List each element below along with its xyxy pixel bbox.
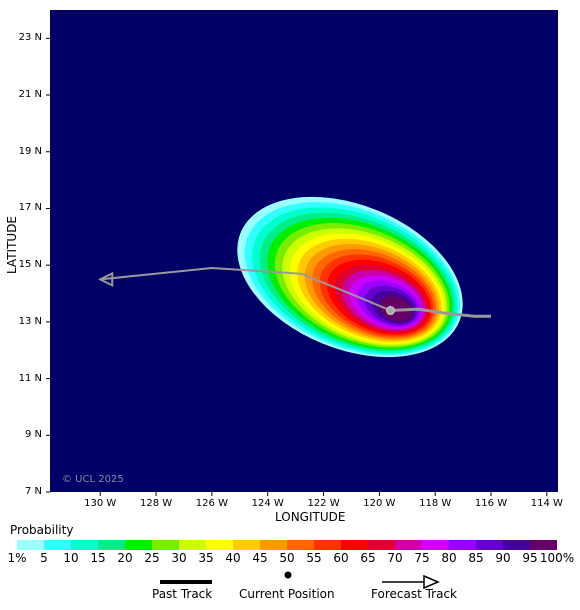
longitude-tick-label: 124 W xyxy=(251,498,284,509)
longitude-tick-label: 126 W xyxy=(195,498,228,509)
scale-label: 85 xyxy=(468,551,484,565)
longitude-tick-label: 118 W xyxy=(419,498,452,509)
color-scale-swatch xyxy=(260,540,287,550)
color-scale-swatch xyxy=(179,540,206,550)
color-scale-swatch xyxy=(152,540,179,550)
longitude-tick-label: 116 W xyxy=(474,498,508,509)
scale-label: 70 xyxy=(387,551,403,565)
longitude-tick-label: 128 W xyxy=(139,498,173,509)
scale-label: 80 xyxy=(441,551,457,565)
latitude-tick-label: 23 N xyxy=(18,32,42,44)
past-track-line xyxy=(390,307,491,318)
current-position-label: Current Position xyxy=(239,587,335,601)
current-position-legend-symbol xyxy=(284,571,292,579)
color-scale-swatch xyxy=(395,540,422,550)
color-scale-swatch xyxy=(206,540,233,550)
scale-label: 1% xyxy=(7,551,27,565)
scale-label: 60 xyxy=(333,551,349,565)
probability-color-scale xyxy=(17,540,557,550)
x-axis-title: LONGITUDE xyxy=(275,510,346,524)
latitude-tick-label: 19 N xyxy=(18,145,42,157)
scale-label: 15 xyxy=(90,551,106,565)
color-scale-swatch xyxy=(71,540,98,550)
axis-ticks xyxy=(46,37,548,496)
scale-label: 10 xyxy=(63,551,79,565)
color-scale-swatch xyxy=(17,540,44,550)
scale-label: 30 xyxy=(171,551,187,565)
forecast-track-label: Forecast Track xyxy=(371,587,457,601)
scale-label: 90 xyxy=(495,551,511,565)
latitude-tick-label: 11 N xyxy=(18,372,42,384)
scale-label: 45 xyxy=(252,551,268,565)
scale-label: 100% xyxy=(539,551,575,565)
scale-label: 65 xyxy=(360,551,376,565)
scale-label: 5 xyxy=(40,551,48,565)
probability-swath xyxy=(237,196,463,358)
scale-label: 50 xyxy=(279,551,295,565)
color-scale-swatch xyxy=(422,540,449,550)
color-scale-swatch xyxy=(125,540,152,550)
current-position-marker xyxy=(386,306,396,316)
forecast-arrowhead xyxy=(98,271,114,287)
scale-label: 25 xyxy=(144,551,160,565)
scale-label: 35 xyxy=(198,551,214,565)
longitude-tick-label: 122 W xyxy=(307,498,340,509)
color-scale-swatch xyxy=(98,540,125,550)
latitude-tick-label: 21 N xyxy=(18,89,42,101)
scale-label: 20 xyxy=(117,551,133,565)
latitude-tick-label: 7 N xyxy=(24,486,42,497)
color-scale-swatch xyxy=(341,540,368,550)
longitude-tick-label: 130 W xyxy=(84,498,117,509)
color-scale-swatch xyxy=(530,540,557,550)
latitude-tick-label: 17 N xyxy=(18,202,42,214)
scale-label: 75 xyxy=(414,551,430,565)
forecast-track-legend-arrow xyxy=(423,574,440,590)
scale-label: 95 xyxy=(522,551,538,565)
longitude-tick-label: 120 W xyxy=(363,498,396,509)
color-scale-swatch xyxy=(503,540,530,550)
color-scale-swatch xyxy=(287,540,314,550)
forecast-track-line xyxy=(100,266,391,312)
longitude-tick-label: 114 W xyxy=(530,498,563,509)
color-scale-swatch xyxy=(44,540,71,550)
latitude-tick-label: 13 N xyxy=(18,315,42,327)
color-scale-swatch xyxy=(476,540,503,550)
scale-label: 40 xyxy=(225,551,241,565)
latitude-tick-label: 9 N xyxy=(24,429,42,441)
y-axis-title: LATITUDE xyxy=(5,215,19,275)
color-scale-swatch xyxy=(314,540,341,550)
past-track-label: Past Track xyxy=(152,587,213,601)
color-scale-swatch xyxy=(233,540,260,550)
color-scale-swatch xyxy=(449,540,476,550)
scale-label: 55 xyxy=(306,551,322,565)
probability-legend-title: Probability xyxy=(10,523,74,537)
color-scale-swatch xyxy=(368,540,395,550)
copyright-text: © UCL 2025 xyxy=(62,474,124,485)
latitude-tick-label: 15 N xyxy=(18,259,42,271)
